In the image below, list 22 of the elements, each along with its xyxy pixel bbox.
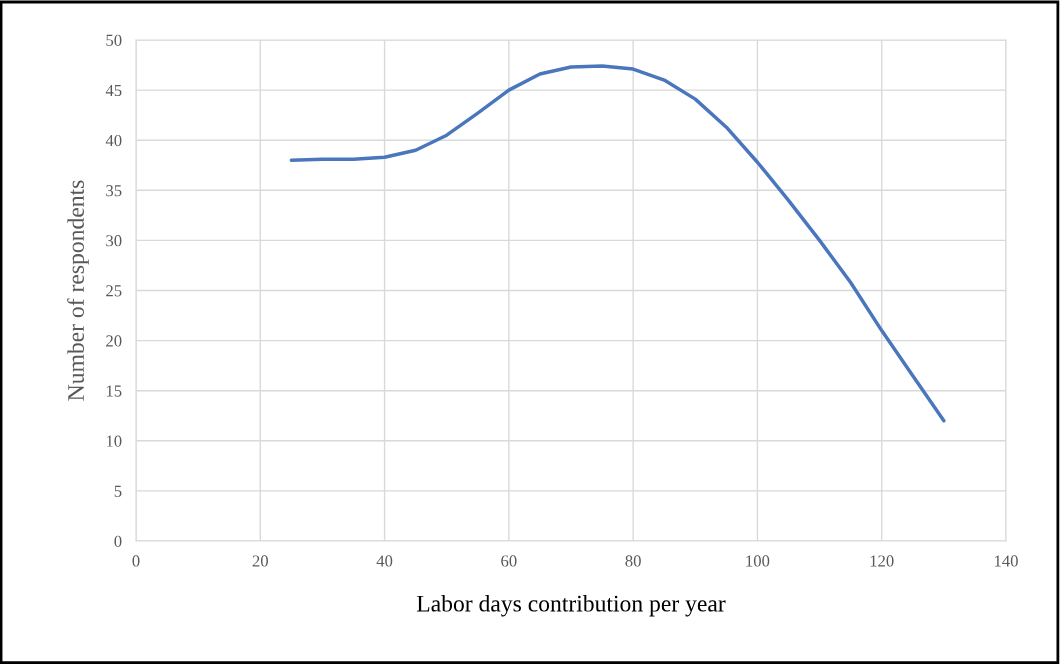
x-tick-label: 20 — [252, 555, 268, 567]
x-tick-label: 40 — [376, 555, 393, 567]
x-tick-label: 140 — [994, 555, 1018, 567]
y-tick-label: 0 — [114, 535, 122, 547]
x-tick-label: 60 — [501, 555, 517, 567]
line-series — [289, 64, 946, 423]
y-tick-label: 5 — [114, 485, 122, 497]
y-tick-label: 40 — [105, 134, 122, 147]
y-tick-label: 35 — [106, 185, 122, 197]
y-tick-label: 20 — [106, 335, 122, 347]
x-tick-label: 120 — [870, 555, 894, 567]
y-tick-label: 25 — [106, 285, 122, 297]
y-tick-label: 50 — [106, 34, 122, 46]
x-axis-title: Labor days contribution per year — [416, 595, 726, 617]
x-tick-label: 80 — [625, 555, 641, 567]
y-tick-label: 30 — [106, 235, 122, 247]
x-tick-label: 100 — [746, 555, 770, 567]
y-axis-title: Number of respondents — [67, 180, 89, 401]
x-tick-label: 0 — [132, 555, 140, 567]
y-tick-label: 10 — [106, 435, 122, 447]
y-tick-label: 45 — [105, 84, 122, 97]
y-tick-label: 15 — [106, 385, 122, 397]
